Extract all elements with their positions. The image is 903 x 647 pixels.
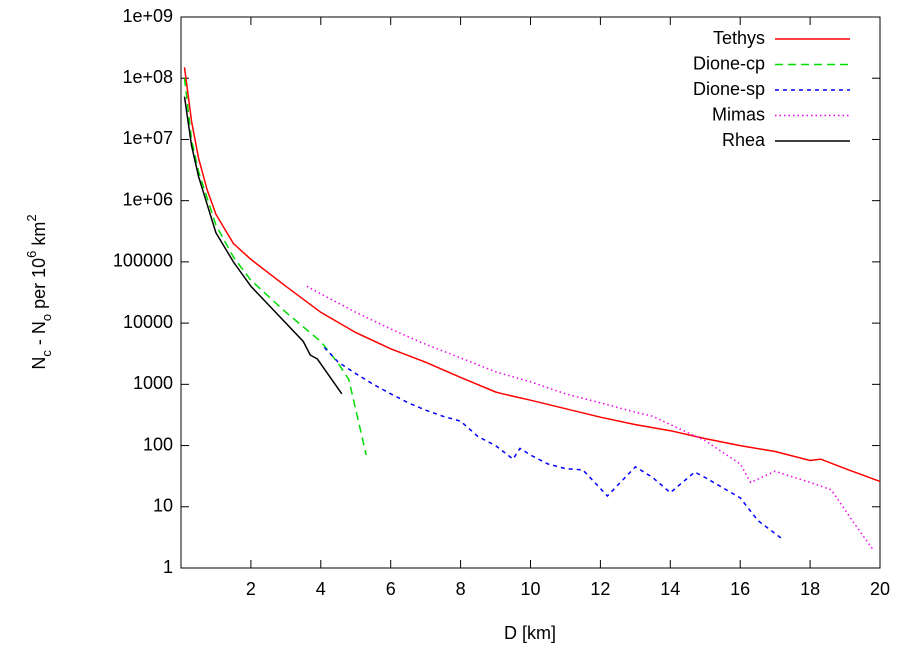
y-label-part: o — [39, 314, 54, 321]
plot-frame — [180, 16, 881, 569]
x-tick-label: 10 — [520, 579, 540, 599]
x-tick-label: 8 — [456, 579, 466, 599]
x-axis-label: D [km] — [504, 623, 556, 643]
x-tick-label: 4 — [316, 579, 326, 599]
y-tick-label: 10000 — [123, 312, 173, 332]
x-tick-label: 20 — [870, 579, 890, 599]
series-line — [306, 285, 874, 551]
y-axis-label: Nc - No per 106 km2 — [24, 214, 54, 369]
y-tick-label: 1000 — [133, 373, 173, 393]
x-tick-label: 6 — [386, 579, 396, 599]
legend-label: Dione-cp — [693, 53, 765, 73]
y-label-part: - N — [29, 321, 49, 350]
y-tick-label: 1 — [163, 557, 173, 577]
y-tick-label: 100 — [143, 434, 173, 454]
y-label-part: km — [29, 222, 49, 251]
legend-label: Mimas — [712, 104, 765, 124]
y-tick-label: 10 — [153, 496, 173, 516]
series-line — [183, 96, 343, 395]
x-tick-label: 18 — [800, 579, 820, 599]
y-label-part: per 10 — [29, 258, 49, 314]
x-tick-label: 14 — [660, 579, 680, 599]
series-line — [183, 78, 367, 456]
series-line — [183, 67, 881, 483]
y-tick-label: 1e+06 — [122, 189, 173, 209]
legend-label: Rhea — [722, 130, 766, 150]
legend-label: Dione-sp — [693, 79, 765, 99]
x-tick-label: 2 — [246, 579, 256, 599]
y-label-part: 6 — [24, 251, 39, 258]
legend-label: Tethys — [713, 28, 765, 48]
x-tick-label: 16 — [730, 579, 750, 599]
y-tick-label: 100000 — [113, 251, 173, 271]
y-label-part: N — [29, 357, 49, 370]
x-tick-label: 12 — [590, 579, 610, 599]
series-line — [323, 346, 783, 540]
y-label-part: c — [39, 350, 54, 357]
y-tick-label: 1e+09 — [122, 6, 173, 26]
y-tick-label: 1e+08 — [122, 67, 173, 87]
y-tick-label: 1e+07 — [122, 128, 173, 148]
y-label-part: 2 — [24, 214, 39, 221]
